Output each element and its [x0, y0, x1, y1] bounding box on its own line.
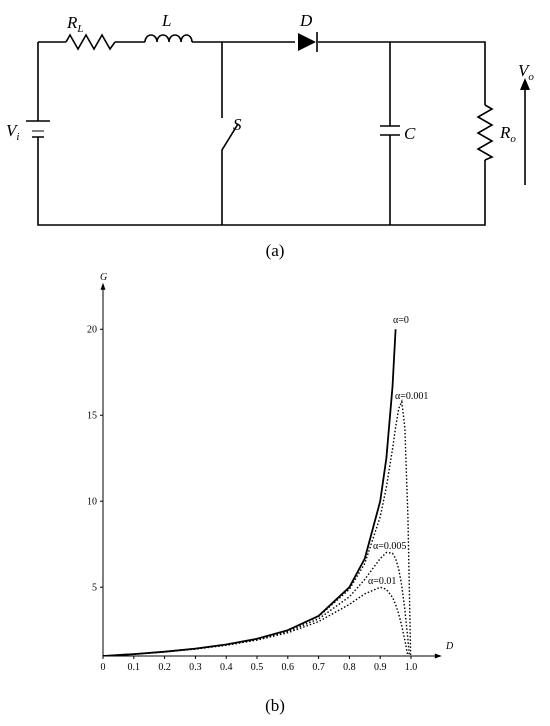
label: o	[528, 71, 534, 83]
label: Vi	[6, 121, 19, 143]
label: V	[6, 121, 19, 140]
label: C	[404, 124, 416, 143]
series-label: α=0.001	[395, 391, 428, 402]
x-tick-label: 0.8	[343, 662, 356, 673]
series-label: α=0	[393, 315, 409, 326]
label: i	[16, 131, 19, 143]
line	[103, 329, 397, 656]
label: R	[66, 13, 78, 32]
series-label: α=0.005	[373, 541, 406, 552]
caption: (a)	[266, 241, 285, 260]
x-tick-label: 0	[101, 662, 106, 673]
resistor	[476, 104, 494, 161]
diode	[298, 33, 316, 51]
inductor	[144, 34, 193, 43]
label: V	[518, 61, 531, 80]
x-tick-label: 0.6	[282, 662, 295, 673]
chart: G D (b) 0 0.1 0.2 0.3 0.4 0.5 0.6 0.7 0.8 0.9 1.0 5…	[87, 272, 454, 715]
battery	[26, 120, 50, 138]
y-tick-label: 15	[87, 411, 97, 422]
label: L	[161, 11, 171, 30]
x-tick-label: 0.4	[220, 662, 233, 673]
capacitor	[380, 42, 400, 225]
circuit: RL L D Vi S C Ro Vo (a)	[6, 11, 534, 260]
x-axis-label: D	[445, 641, 454, 652]
y-axis-label: G	[100, 272, 107, 283]
label: L	[76, 23, 83, 35]
x-tick-label: 0.3	[189, 662, 202, 673]
line	[103, 551, 411, 656]
y-tick-label: 5	[92, 583, 97, 594]
x-tick-label: 0.5	[251, 662, 264, 673]
x-tick-label: 1.0	[405, 662, 418, 673]
label: o	[510, 133, 516, 145]
resistor	[65, 33, 116, 51]
label: D	[299, 11, 313, 30]
caption: (b)	[265, 696, 285, 715]
arrow	[520, 78, 530, 90]
label: Ro	[499, 123, 516, 145]
label: Vo	[518, 61, 534, 83]
series-label: α=0.01	[368, 576, 396, 587]
label: R	[499, 123, 511, 142]
y-tick-label: 20	[87, 325, 97, 336]
y-tick-label: 10	[87, 497, 97, 508]
x-tick-label: 0.7	[312, 662, 325, 673]
label: RL	[66, 13, 84, 35]
x-tick-label: 0.1	[128, 662, 141, 673]
wire	[37, 41, 486, 226]
arrow	[434, 653, 442, 659]
x-tick-label: 0.9	[374, 662, 387, 673]
arrow	[100, 282, 106, 290]
label: S	[233, 115, 242, 134]
x-tick-label: 0.2	[158, 662, 171, 673]
line	[103, 399, 412, 656]
switch	[221, 42, 239, 225]
line	[103, 586, 409, 656]
